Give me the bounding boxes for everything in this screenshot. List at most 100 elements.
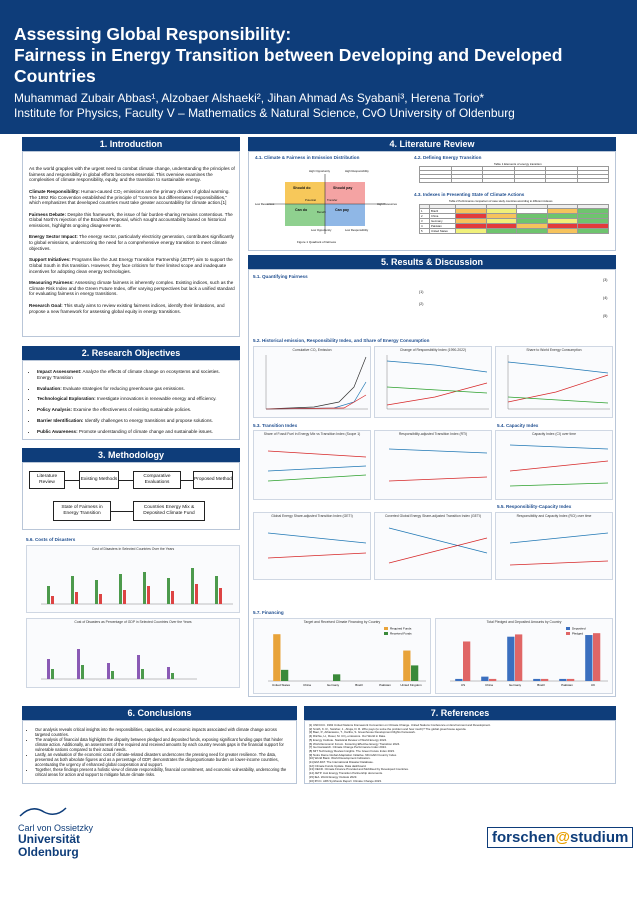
chart-pledged: Total Pledged and Deposited Amounts by C… bbox=[435, 618, 613, 694]
method-box-countries: Countries Energy Mix & Deposited Climate… bbox=[133, 501, 205, 521]
legend-swatch bbox=[566, 632, 570, 635]
tick-label: Germany bbox=[327, 683, 340, 687]
objective-item: Impact Assessment: Analyze the effects o… bbox=[37, 369, 235, 381]
eq-4: (4) bbox=[603, 296, 608, 300]
tick-label: US bbox=[461, 683, 465, 687]
bar bbox=[515, 634, 523, 681]
results-box: 5.1. Quantifying Fairness (1) (2) (3) (4… bbox=[248, 269, 616, 697]
tick-label: Brazil bbox=[537, 683, 545, 687]
authors: Muhammad Zubair Abbas¹, Alzobaer Alshaek… bbox=[14, 91, 485, 105]
legend-swatch bbox=[384, 627, 388, 630]
chart-pledged-plot: US China Germany Brazil Pakistan UK DepositedP… bbox=[450, 627, 608, 687]
method-box-proposed: Proposed Method bbox=[193, 471, 233, 489]
chart-disaster-costs: Cost of Disasters in Selected Countries … bbox=[26, 545, 240, 613]
intro-text: As the world grapples with the urgent ne… bbox=[29, 166, 235, 314]
conclusion-item: Our analysis reveals critical insights i… bbox=[35, 727, 293, 737]
quad-bottom: Low Opportunity bbox=[311, 228, 332, 232]
arrow bbox=[181, 480, 193, 481]
tick-label: China bbox=[303, 683, 311, 687]
conclusions-heading: 6. Conclusions bbox=[22, 706, 297, 720]
quad-center-l: Potential bbox=[305, 198, 316, 202]
eq-5: (5) bbox=[603, 314, 608, 318]
conclusions-box: Our analysis reveals critical insights i… bbox=[22, 720, 297, 784]
objectives-list: Impact Assessment: Analyze the effects o… bbox=[29, 369, 235, 440]
intro-box: As the world grapples with the urgent ne… bbox=[22, 151, 240, 337]
chart-cumulative-co2-plot bbox=[265, 355, 368, 410]
legend-swatch bbox=[566, 627, 570, 630]
quad-bottom-right: Low Responsibility bbox=[345, 228, 369, 232]
bar bbox=[403, 650, 411, 681]
sub-4-3: 4.3. Indexes in Presenting State of Clim… bbox=[414, 192, 525, 197]
title-line-1: Assessing Global Responsibility: bbox=[14, 24, 292, 44]
objective-item: Policy Analysis: Examine the effectivene… bbox=[37, 407, 235, 413]
bar bbox=[273, 634, 281, 681]
eq-2: (2) bbox=[419, 302, 424, 306]
table2: 1 Brazil 2 China 3 Germany 4 Pakistan 5 Unite… bbox=[419, 204, 609, 234]
objectives-heading: 2. Research Objectives bbox=[22, 346, 240, 360]
table1 bbox=[419, 166, 609, 183]
chart-rti: Responsibility-adjusted Transition Index… bbox=[374, 430, 492, 500]
title-line-2: Fairness in Energy Transition between De… bbox=[14, 45, 563, 65]
sub-5-4: 5.4. Capacity Index bbox=[497, 423, 539, 428]
table2-title: Table 2 Performance comparison of case s… bbox=[449, 200, 553, 203]
fairness-quadrant bbox=[267, 174, 385, 234]
bar bbox=[489, 678, 497, 681]
method-box-literature: Literature Review bbox=[29, 471, 65, 489]
sub-4-1: 4.1. Climate & Fairness in Emission Dist… bbox=[255, 155, 360, 160]
methodology-heading: 3. Methodology bbox=[22, 448, 240, 462]
chart-energy-share-plot bbox=[507, 355, 610, 410]
conclusion-item: Lastly, an evaluation of the economic co… bbox=[35, 752, 293, 767]
objective-item: Technological Exploration: Investigate i… bbox=[37, 396, 235, 402]
tick-label: UK bbox=[591, 683, 595, 687]
sub-5-1: 5.1. Quantifying Fairness bbox=[253, 274, 308, 279]
chart-rci-plot bbox=[509, 532, 609, 566]
literature-box: 4.1. Climate & Fairness in Emission Dist… bbox=[248, 151, 616, 251]
literature-heading: 4. Literature Review bbox=[248, 137, 616, 151]
tick-label: Pakistan bbox=[561, 683, 573, 687]
tick-label: United Kingdom bbox=[400, 683, 422, 687]
forschen-studium-logo: forschen@studium bbox=[487, 827, 634, 848]
tick-label: Germany bbox=[509, 683, 522, 687]
chart-fossil-plot bbox=[267, 450, 367, 482]
sub-5-6: 5.6. Costs of Disasters bbox=[26, 537, 76, 542]
conclusion-item: The analysis of financial data highlight… bbox=[35, 737, 293, 752]
legend-label: Required Funds bbox=[390, 627, 412, 631]
quad-br: Can pay bbox=[335, 208, 349, 212]
bar bbox=[559, 678, 567, 681]
uni-oldenburg-logo: Carl von Ossietzky Universität Oldenburg bbox=[18, 804, 93, 859]
bar bbox=[567, 678, 575, 681]
references-list: [1] UNFCCC. 1992 United Nations Framewor… bbox=[309, 723, 491, 783]
tick-label: Pakistan bbox=[379, 683, 391, 687]
quad-bl: Can do bbox=[295, 208, 308, 212]
sub-5-5: 5.5. Responsibility-Capacity Index bbox=[497, 504, 572, 509]
bar bbox=[593, 633, 601, 681]
chart-geti-converted: Coverted Global Energy Share-adjusted Tr… bbox=[374, 512, 492, 580]
chart-rti-plot bbox=[388, 448, 488, 482]
quad-tl: Should do bbox=[293, 186, 311, 190]
bar bbox=[481, 676, 489, 681]
conclusions-list: Our analysis reveals critical insights i… bbox=[27, 727, 293, 777]
bar bbox=[541, 678, 549, 681]
table1-title: Table 1 Elements of energy transition bbox=[494, 162, 542, 166]
references-heading: 7. References bbox=[304, 706, 616, 720]
bar bbox=[585, 635, 593, 681]
bar bbox=[507, 636, 515, 681]
legend-label: Received Funds bbox=[390, 632, 412, 636]
chart-disaster-gdp: Cost of Disasters as Percentage of GDP i… bbox=[26, 618, 240, 688]
objective-item: Barrier Identification: Identify challen… bbox=[37, 418, 235, 424]
quad-right: High Resources bbox=[377, 202, 397, 206]
institute: Institute for Physics, Faculty V – Mathe… bbox=[14, 106, 515, 120]
legend-swatch bbox=[384, 632, 388, 635]
chart-fossil-transition: Share of Fossil Fuel in Energy Mix vs Tr… bbox=[253, 430, 371, 500]
bar bbox=[333, 674, 341, 681]
arrow bbox=[119, 480, 133, 481]
quad-left: Low Resources bbox=[255, 202, 275, 206]
chart-capacity: Capacity Index (CI) over time bbox=[495, 430, 613, 500]
arrow bbox=[111, 511, 133, 512]
intro-heading: 1. Introduction bbox=[22, 137, 240, 151]
tick-label: Brazil bbox=[355, 683, 363, 687]
sub-5-7: 5.7. Financing bbox=[253, 610, 284, 615]
chart-disaster-gdp-plot bbox=[41, 649, 197, 680]
objectives-box: Impact Assessment: Analyze the effects o… bbox=[22, 360, 240, 440]
bar bbox=[281, 669, 289, 681]
